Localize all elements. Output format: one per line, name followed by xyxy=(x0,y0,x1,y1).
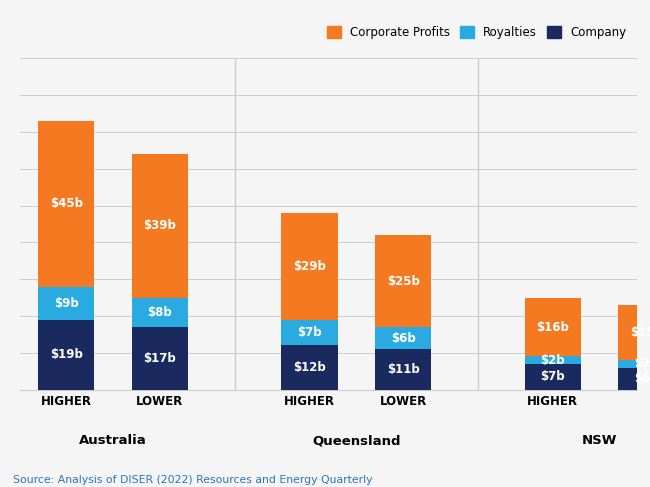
Bar xyxy=(618,360,650,368)
Bar xyxy=(132,327,188,390)
Text: Queensland: Queensland xyxy=(312,434,400,447)
Legend: Corporate Profits, Royalties, Company: Corporate Profits, Royalties, Company xyxy=(322,21,631,44)
Text: $2b: $2b xyxy=(541,354,565,367)
Bar xyxy=(132,154,188,298)
Bar xyxy=(375,349,431,390)
Bar xyxy=(38,121,94,286)
Text: $7b: $7b xyxy=(297,326,322,339)
Text: $15b: $15b xyxy=(630,326,650,339)
Bar xyxy=(525,364,581,390)
Text: $25b: $25b xyxy=(387,275,419,287)
Text: $8b: $8b xyxy=(148,306,172,319)
Bar xyxy=(375,327,431,349)
Bar xyxy=(525,298,581,356)
Bar xyxy=(38,286,94,319)
Bar xyxy=(281,213,337,319)
Bar xyxy=(618,368,650,390)
Bar xyxy=(375,235,431,327)
Text: $19b: $19b xyxy=(50,348,83,361)
Text: $45b: $45b xyxy=(50,197,83,210)
Text: Source: Analysis of DISER (2022) Resources and Energy Quarterly: Source: Analysis of DISER (2022) Resourc… xyxy=(13,474,372,485)
Text: $39b: $39b xyxy=(144,219,176,232)
Bar xyxy=(281,319,337,345)
Text: $7b: $7b xyxy=(541,370,565,383)
Bar xyxy=(132,298,188,327)
Bar xyxy=(525,356,581,364)
Text: $29b: $29b xyxy=(293,260,326,273)
Bar xyxy=(618,305,650,360)
Text: $9b: $9b xyxy=(54,297,79,310)
Text: NSW: NSW xyxy=(582,434,618,447)
Text: $17b: $17b xyxy=(144,352,176,365)
Text: $11b: $11b xyxy=(387,363,419,376)
Text: $2b: $2b xyxy=(634,357,650,370)
Text: $16b: $16b xyxy=(536,320,569,334)
Text: $6b: $6b xyxy=(634,372,650,385)
Bar xyxy=(38,319,94,390)
Bar xyxy=(281,345,337,390)
Text: $12b: $12b xyxy=(293,361,326,374)
Text: Australia: Australia xyxy=(79,434,147,447)
Text: $6b: $6b xyxy=(391,332,415,345)
